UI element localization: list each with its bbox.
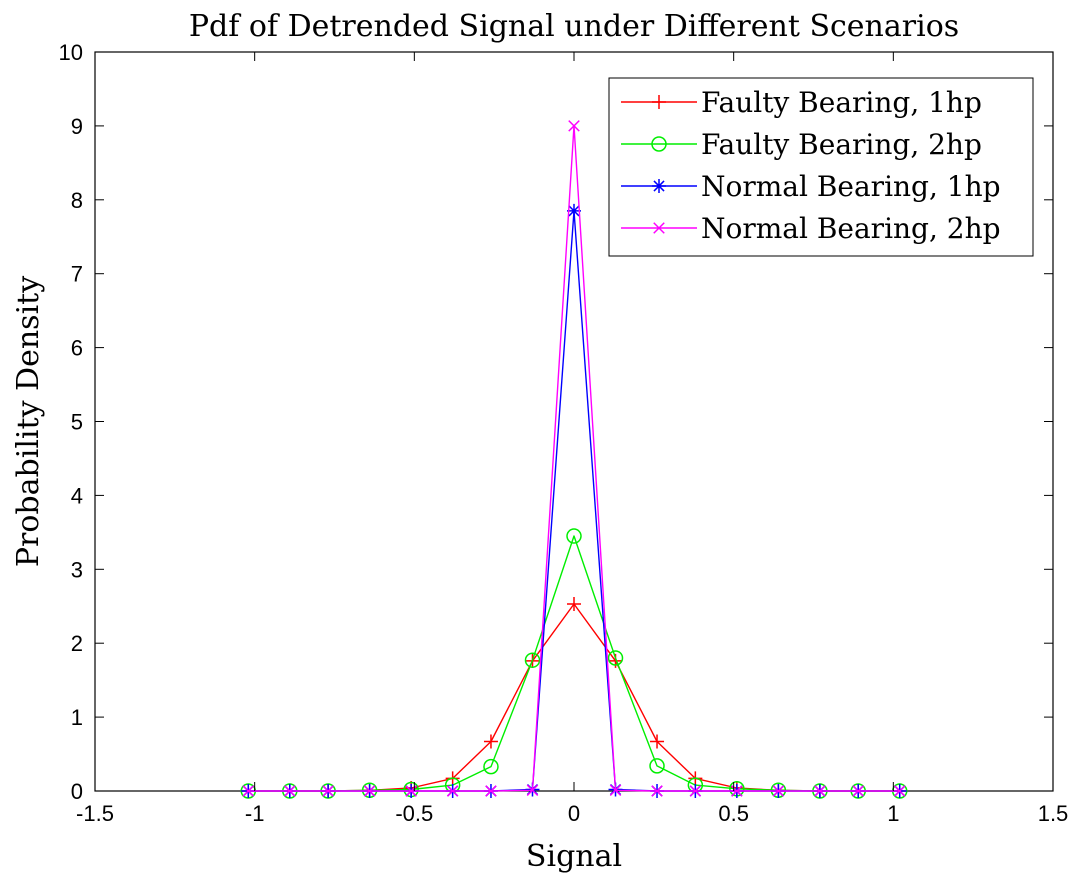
data-point (483, 734, 498, 749)
legend-label: Normal Bearing, 2hp (701, 212, 1001, 245)
data-point (651, 785, 663, 797)
y-axis-label: Probability Density (11, 276, 46, 567)
x-axis-label: Signal (526, 839, 622, 874)
y-tick-label: 10 (59, 40, 83, 65)
data-point (568, 120, 580, 132)
data-point (567, 597, 581, 612)
legend-label: Faulty Bearing, 2hp (701, 128, 982, 161)
data-point (689, 785, 702, 797)
series-4 (242, 120, 906, 797)
series-2 (240, 528, 908, 799)
x-axis-ticks: -1.5 -1 -0.5 0 0.5 1 1.5 (76, 52, 1068, 826)
data-point (284, 785, 296, 797)
x-tick-label: -0.5 (395, 801, 433, 826)
legend-marker (653, 222, 665, 234)
legend-item: Faulty Bearing, 1hp (621, 86, 982, 119)
legend-label: Faulty Bearing, 1hp (701, 86, 982, 119)
data-point (772, 785, 785, 797)
data-point (852, 785, 864, 797)
data-point (485, 785, 497, 797)
legend-marker (651, 136, 667, 152)
data-point (524, 652, 541, 668)
y-tick-label: 3 (71, 557, 83, 582)
y-tick-label: 9 (71, 114, 83, 139)
x-tick-label: 0.5 (718, 801, 749, 826)
data-point (446, 785, 459, 797)
data-point (322, 785, 334, 797)
series-line (248, 603, 900, 792)
y-tick-label: 4 (71, 483, 83, 508)
data-point (893, 785, 906, 797)
y-tick-label: 2 (71, 631, 83, 656)
series-3 (241, 203, 907, 798)
y-tick-label: 1 (71, 705, 83, 730)
y-tick-label: 8 (71, 188, 83, 213)
x-tick-label: 1.5 (1038, 801, 1069, 826)
series-line (248, 535, 900, 792)
y-tick-label: 7 (71, 262, 83, 287)
x-tick-label: 0 (568, 801, 580, 826)
x-tick-label: -1.5 (76, 801, 114, 826)
legend-item: Faulty Bearing, 2hp (621, 128, 982, 161)
data-point (526, 784, 539, 797)
data-point (649, 758, 665, 774)
y-axis-ticks: 0 1 2 3 4 5 6 7 8 9 10 (59, 40, 1053, 804)
data-point (483, 758, 499, 775)
legend-box (608, 77, 1034, 257)
legend-marker (652, 95, 666, 109)
data-point (814, 785, 826, 797)
legend-item: Normal Bearing, 2hp (621, 212, 1001, 245)
x-tick-label: 1 (887, 801, 899, 826)
y-tick-label: 0 (71, 779, 83, 804)
data-point (607, 650, 624, 666)
chart-title: Pdf of Detrended Signal under Different … (189, 9, 959, 44)
legend: Faulty Bearing, 1hp Faulty Bearing, 2hp No… (608, 77, 1034, 257)
legend-marker (652, 179, 666, 193)
legend-label: Normal Bearing, 1hp (701, 170, 1001, 203)
x-tick-label: -1 (245, 801, 265, 826)
data-point (650, 734, 665, 749)
data-point (609, 784, 622, 797)
legend-item: Normal Bearing, 1hp (621, 170, 1001, 203)
y-tick-label: 6 (71, 336, 83, 361)
data-point (566, 528, 582, 544)
data-point (242, 785, 255, 797)
data-point (363, 785, 376, 797)
series-1 (241, 597, 907, 798)
data-point (567, 203, 581, 218)
y-tick-label: 5 (71, 410, 83, 435)
series-line (248, 210, 900, 792)
